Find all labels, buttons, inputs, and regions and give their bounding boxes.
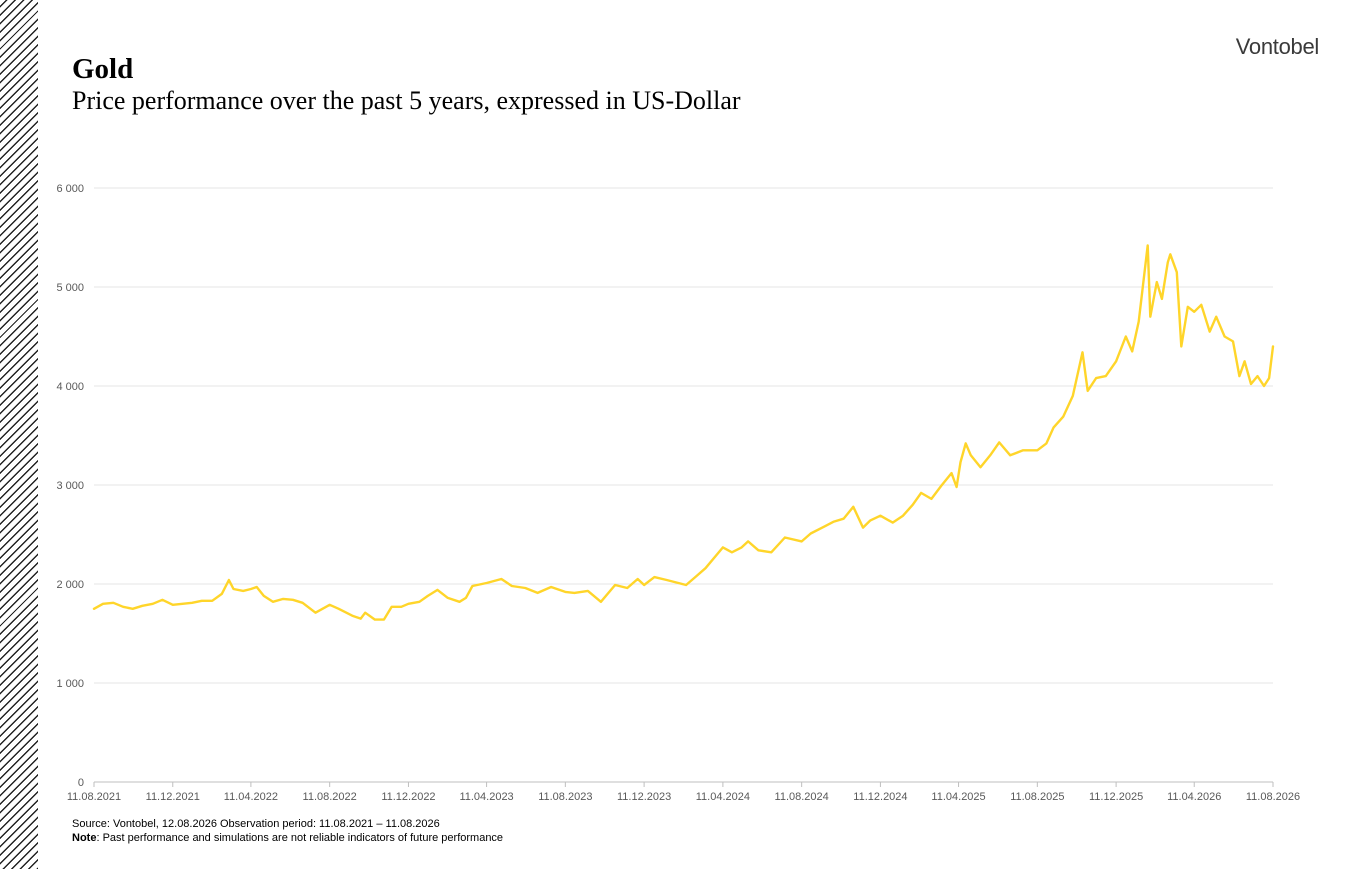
axes: 0 1 000 2 000 3 000 4 000 5 000 6 000 11.08.202… bbox=[56, 183, 1300, 803]
x-tick-label: 11.04.2022 bbox=[224, 791, 278, 803]
gridlines bbox=[94, 187, 1273, 684]
y-tick-label: 0 bbox=[78, 777, 84, 789]
x-tick-label: 11.08.2021 bbox=[67, 791, 121, 803]
gold-price-line bbox=[92, 244, 1275, 621]
hatched-border-decoration bbox=[0, 0, 38, 869]
x-tick-label: 11.12.2023 bbox=[617, 791, 671, 803]
x-tick-label: 11.04.2023 bbox=[459, 791, 513, 803]
y-tick-label: 2 000 bbox=[56, 579, 84, 591]
chart-footer: Source: Vontobel, 12.08.2026 Observation… bbox=[72, 817, 503, 845]
disclaimer-note: Note: Past performance and simulations a… bbox=[72, 831, 503, 845]
x-tick-label: 11.04.2026 bbox=[1167, 791, 1221, 803]
y-tick-label: 1 000 bbox=[56, 678, 84, 690]
x-tick-label: 11.08.2026 bbox=[1246, 791, 1300, 803]
note-text: : Past performance and simulations are n… bbox=[96, 832, 504, 844]
chart-subtitle: Price performance over the past 5 years,… bbox=[72, 86, 741, 115]
x-tick-label: 11.04.2025 bbox=[931, 791, 985, 803]
x-tick-label: 11.12.2021 bbox=[146, 791, 200, 803]
series-layer bbox=[92, 244, 1275, 621]
x-tick-label: 11.12.2022 bbox=[381, 791, 435, 803]
y-tick-label: 5 000 bbox=[56, 282, 84, 294]
x-tick-label: 11.08.2022 bbox=[303, 791, 357, 803]
note-label: Note bbox=[72, 832, 97, 844]
chart-title: Gold bbox=[72, 53, 134, 85]
x-tick-label: 11.12.2025 bbox=[1089, 791, 1143, 803]
y-tick-label: 4 000 bbox=[56, 381, 84, 393]
vontobel-logo: Vontobel bbox=[1235, 34, 1320, 59]
x-tick-label: 11.04.2024 bbox=[696, 791, 750, 803]
x-tick-label: 11.12.2024 bbox=[853, 791, 907, 803]
y-tick-label: 3 000 bbox=[56, 480, 84, 492]
x-tick-label: 11.08.2024 bbox=[775, 791, 829, 803]
y-tick-label: 6 000 bbox=[56, 183, 84, 195]
x-tick-label: 11.08.2023 bbox=[538, 791, 592, 803]
x-tick-label: 11.08.2025 bbox=[1010, 791, 1064, 803]
source-text: Source: Vontobel, 12.08.2026 Observation… bbox=[72, 818, 440, 830]
